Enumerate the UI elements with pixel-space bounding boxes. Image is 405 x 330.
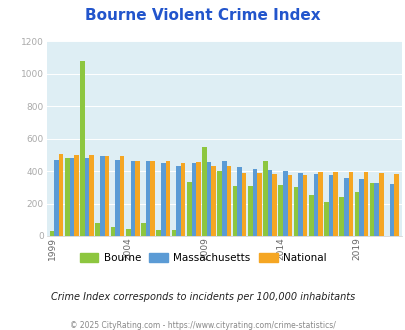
Bar: [323, 202, 328, 236]
Text: Crime Index corresponds to incidents per 100,000 inhabitants: Crime Index corresponds to incidents per…: [51, 292, 354, 302]
Bar: [237, 167, 241, 236]
Bar: [217, 171, 222, 236]
Bar: [119, 156, 124, 236]
Bar: [100, 156, 104, 236]
Bar: [59, 154, 63, 236]
Bar: [302, 175, 307, 236]
Bar: [247, 186, 252, 236]
Bar: [104, 156, 109, 236]
Text: © 2025 CityRating.com - https://www.cityrating.com/crime-statistics/: © 2025 CityRating.com - https://www.city…: [70, 321, 335, 330]
Bar: [69, 158, 74, 236]
Bar: [348, 172, 352, 236]
Bar: [287, 175, 292, 236]
Bar: [80, 61, 85, 236]
Bar: [369, 183, 373, 236]
Bar: [267, 170, 272, 236]
Bar: [95, 223, 100, 236]
Bar: [145, 161, 150, 236]
Bar: [313, 174, 317, 236]
Bar: [130, 161, 135, 236]
Bar: [378, 173, 383, 236]
Bar: [256, 174, 261, 236]
Bar: [135, 160, 139, 236]
Bar: [186, 182, 191, 236]
Bar: [339, 197, 343, 236]
Bar: [176, 166, 180, 236]
Bar: [293, 187, 298, 236]
Bar: [65, 158, 69, 236]
Bar: [206, 162, 211, 236]
Bar: [241, 173, 246, 236]
Bar: [226, 166, 230, 236]
Bar: [252, 169, 256, 236]
Bar: [111, 227, 115, 236]
Legend: Bourne, Massachusetts, National: Bourne, Massachusetts, National: [75, 248, 330, 267]
Bar: [191, 163, 196, 236]
Bar: [298, 173, 302, 236]
Bar: [211, 166, 215, 236]
Bar: [171, 230, 176, 236]
Bar: [373, 183, 378, 236]
Bar: [272, 174, 276, 236]
Bar: [282, 171, 287, 236]
Bar: [180, 163, 185, 236]
Bar: [89, 155, 94, 236]
Bar: [363, 172, 367, 236]
Bar: [262, 161, 267, 236]
Bar: [389, 184, 393, 236]
Bar: [115, 160, 119, 236]
Bar: [354, 192, 358, 236]
Bar: [278, 185, 282, 236]
Bar: [156, 230, 161, 236]
Bar: [328, 175, 333, 236]
Bar: [202, 147, 206, 236]
Bar: [333, 172, 337, 236]
Bar: [232, 186, 237, 236]
Bar: [308, 195, 313, 236]
Bar: [50, 231, 54, 236]
Bar: [74, 155, 79, 236]
Bar: [165, 161, 170, 236]
Bar: [317, 172, 322, 236]
Bar: [358, 179, 363, 236]
Bar: [196, 162, 200, 236]
Bar: [222, 161, 226, 236]
Bar: [141, 223, 145, 236]
Text: Bourne Violent Crime Index: Bourne Violent Crime Index: [85, 8, 320, 23]
Bar: [150, 160, 155, 236]
Bar: [161, 163, 165, 236]
Bar: [393, 174, 398, 236]
Bar: [126, 229, 130, 236]
Bar: [343, 178, 348, 236]
Bar: [54, 160, 59, 236]
Bar: [85, 158, 89, 236]
